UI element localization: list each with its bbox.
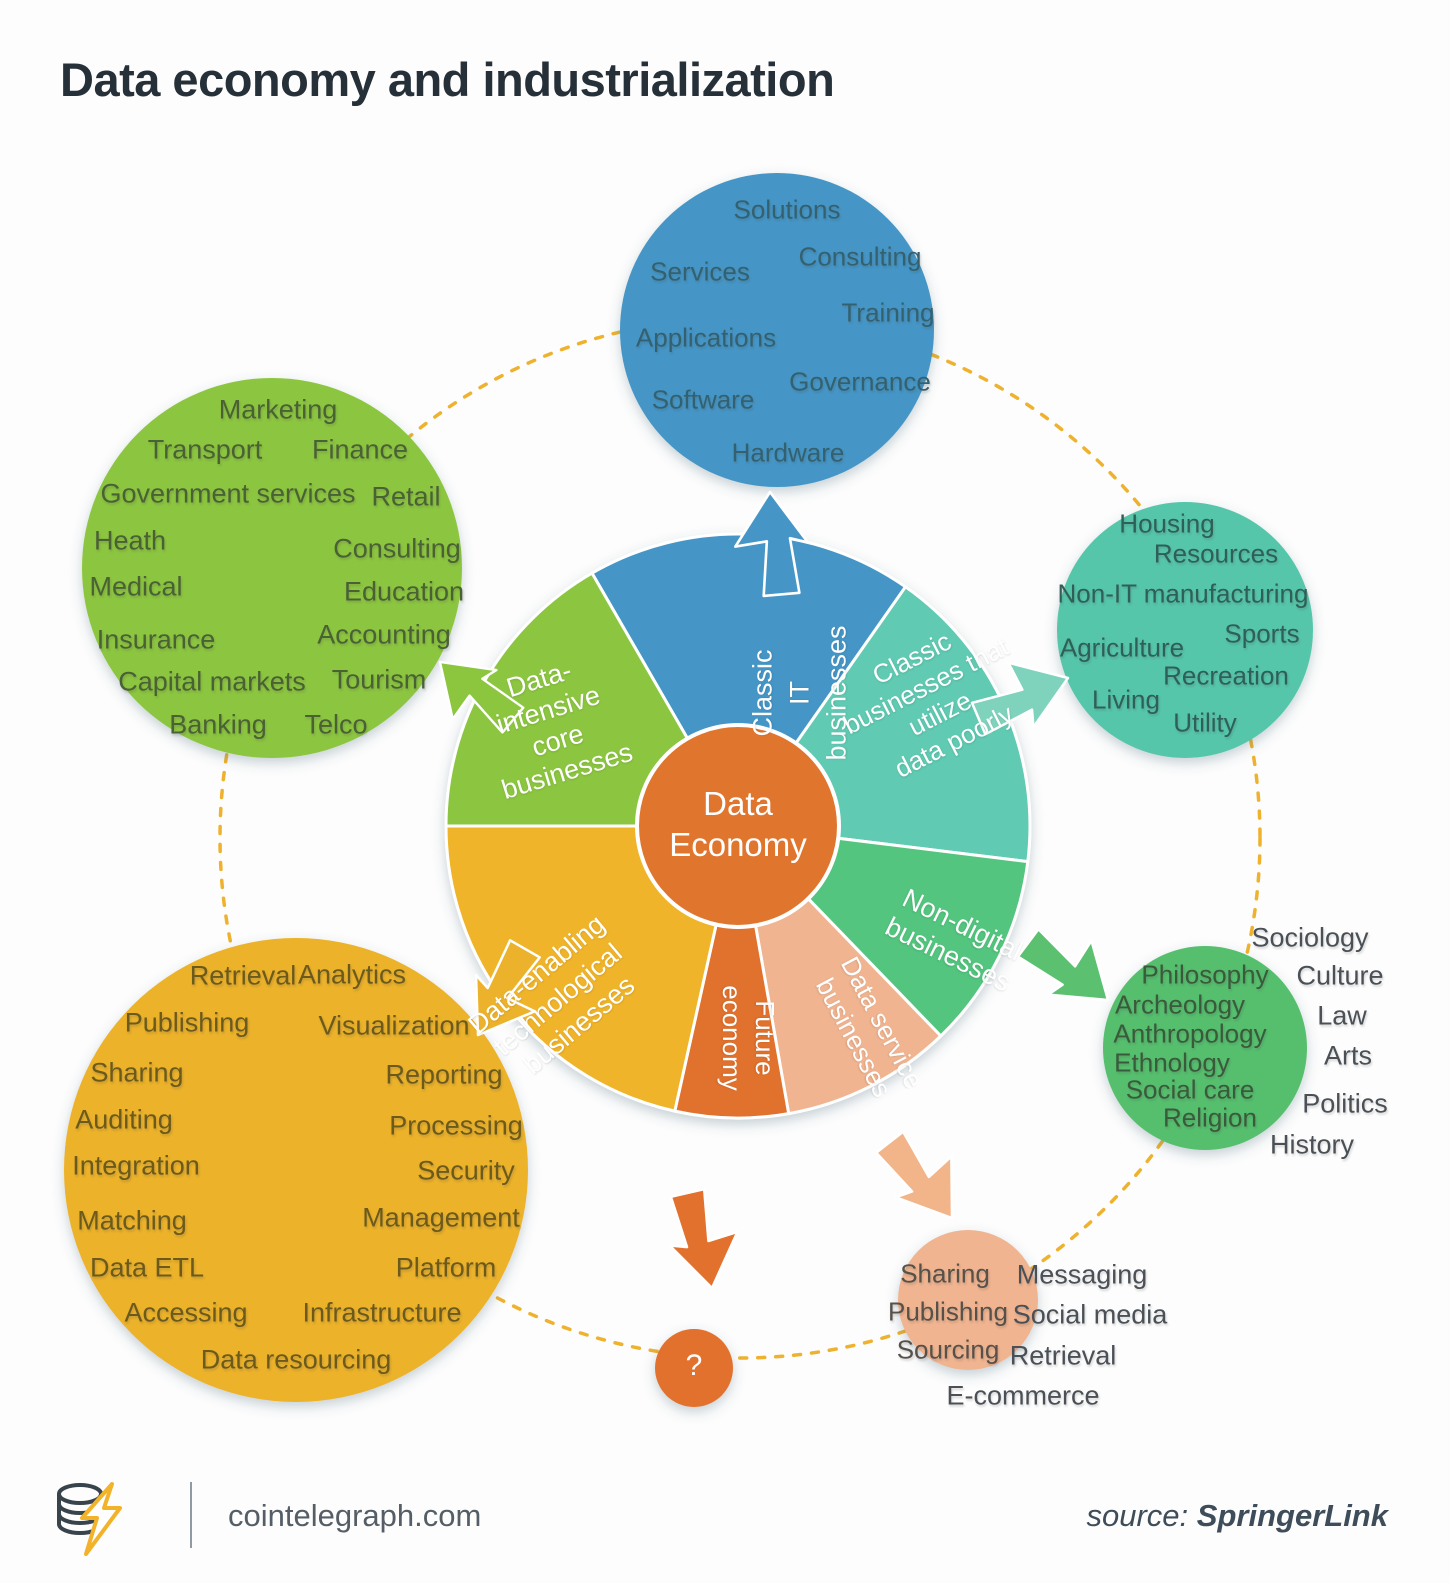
satellite-nondigital-circle [1103, 946, 1307, 1150]
enabling-term: Visualization [318, 1010, 470, 1041]
enabling-term: Retrieval [189, 960, 297, 991]
service-outside-term: Messaging [1016, 1259, 1148, 1290]
poor-term: Recreation [1163, 660, 1289, 691]
poor-term: Non-IT manufacturing [1057, 578, 1309, 609]
arrow-to-future [661, 1184, 746, 1295]
enabling-term: Infrastructure [302, 1297, 462, 1328]
service-term: Publishing [888, 1296, 1008, 1327]
enabling-term: Platform [395, 1252, 497, 1283]
core-term: Consulting [333, 533, 461, 564]
enabling-term: Data resourcing [200, 1344, 392, 1375]
enabling-term: Accessing [124, 1297, 248, 1328]
nondigital-term: Philosophy [1141, 959, 1269, 990]
brand-url: cointelegraph.com [228, 1498, 482, 1533]
poor-term: Sports [1224, 618, 1300, 649]
service-term: Sourcing [896, 1334, 1000, 1365]
core-term: Marketing [218, 394, 338, 425]
satellite-poor-circle [1057, 502, 1313, 758]
satellite-core-circle [82, 378, 462, 758]
service-outside-term: Retrieval [1009, 1340, 1117, 1371]
poor-term: Living [1092, 684, 1160, 715]
enabling-term: Matching [77, 1205, 187, 1236]
arrow-to-service [866, 1115, 981, 1239]
core-term: Tourism [331, 664, 427, 695]
satellite-it-circle [620, 173, 934, 487]
poor-term: Utility [1173, 707, 1237, 738]
nondigital-outside-term: Sociology [1251, 922, 1369, 953]
footer-divider [190, 1482, 192, 1548]
nondigital-outside-term: History [1269, 1129, 1355, 1160]
page-title: Data economy and industrialization [60, 53, 835, 106]
poor-term: Resources [1153, 538, 1279, 569]
service-outside-term: E-commerce [946, 1380, 1100, 1411]
nondigital-term: Social care [1125, 1074, 1255, 1105]
core-term: Insurance [96, 624, 216, 655]
enabling-term: Auditing [75, 1104, 173, 1135]
footer: cointelegraph.com source: SpringerLink [0, 1470, 1450, 1570]
enabling-term: Management [362, 1202, 520, 1233]
core-term: Retail [371, 481, 441, 512]
it-term: Training [841, 297, 935, 328]
cointelegraph-logo [57, 1482, 122, 1556]
nondigital-term: Anthropology [1113, 1018, 1267, 1049]
core-term: Heath [93, 525, 167, 556]
segment-future-economy [673, 824, 791, 1120]
poor-term: Housing [1119, 508, 1215, 539]
it-term: Solutions [733, 194, 841, 225]
core-term: Capital markets [118, 666, 306, 697]
center-label: Data Economy [669, 785, 807, 863]
enabling-term: Analytics [297, 959, 407, 990]
satellite-future-circle [655, 1329, 733, 1407]
it-term: Consulting [798, 241, 922, 272]
core-term: Banking [169, 709, 267, 740]
nondigital-term: Religion [1163, 1102, 1257, 1133]
satellite-enabling-circle [64, 938, 528, 1402]
future-question-mark: ? [685, 1349, 703, 1382]
enabling-term: Integration [72, 1150, 200, 1181]
it-term: Hardware [731, 437, 845, 468]
it-term: Applications [635, 322, 777, 353]
poor-term: Agriculture [1059, 632, 1185, 663]
segment-label-future-economy: Future economy [717, 985, 780, 1091]
it-term: Software [651, 384, 755, 415]
nondigital-outside-term: Culture [1296, 960, 1384, 991]
core-term: Telco [304, 709, 368, 740]
enabling-term: Data ETL [89, 1252, 205, 1283]
service-term: Sharing [900, 1258, 990, 1289]
nondigital-outside-term: Arts [1323, 1040, 1373, 1071]
it-term: Services [650, 256, 750, 287]
core-term: Finance [311, 434, 409, 465]
source-credit: source: SpringerLink [1086, 1498, 1389, 1533]
core-term: Government services [100, 478, 356, 509]
nondigital-term: Ethnology [1114, 1047, 1230, 1078]
core-term: Education [343, 576, 465, 607]
enabling-term: Reporting [385, 1059, 503, 1090]
core-term: Accounting [317, 619, 451, 650]
core-term: Transport [147, 434, 263, 465]
nondigital-outside-term: Politics [1302, 1088, 1388, 1119]
service-outside-term: Social media [1012, 1299, 1168, 1330]
core-term: Medical [89, 571, 183, 602]
enabling-term: Sharing [90, 1057, 184, 1088]
lightning-bolt-icon [80, 1482, 122, 1556]
satellite-service-circle [898, 1230, 1038, 1370]
center-circle [635, 723, 841, 929]
enabling-term: Security [417, 1155, 515, 1186]
it-term: Governance [789, 366, 931, 397]
nondigital-outside-term: Law [1317, 1000, 1367, 1031]
data-economy-wheel [444, 532, 1032, 1120]
enabling-term: Processing [389, 1110, 523, 1141]
enabling-term: Publishing [124, 1007, 250, 1038]
nondigital-term: Archeology [1114, 989, 1246, 1020]
